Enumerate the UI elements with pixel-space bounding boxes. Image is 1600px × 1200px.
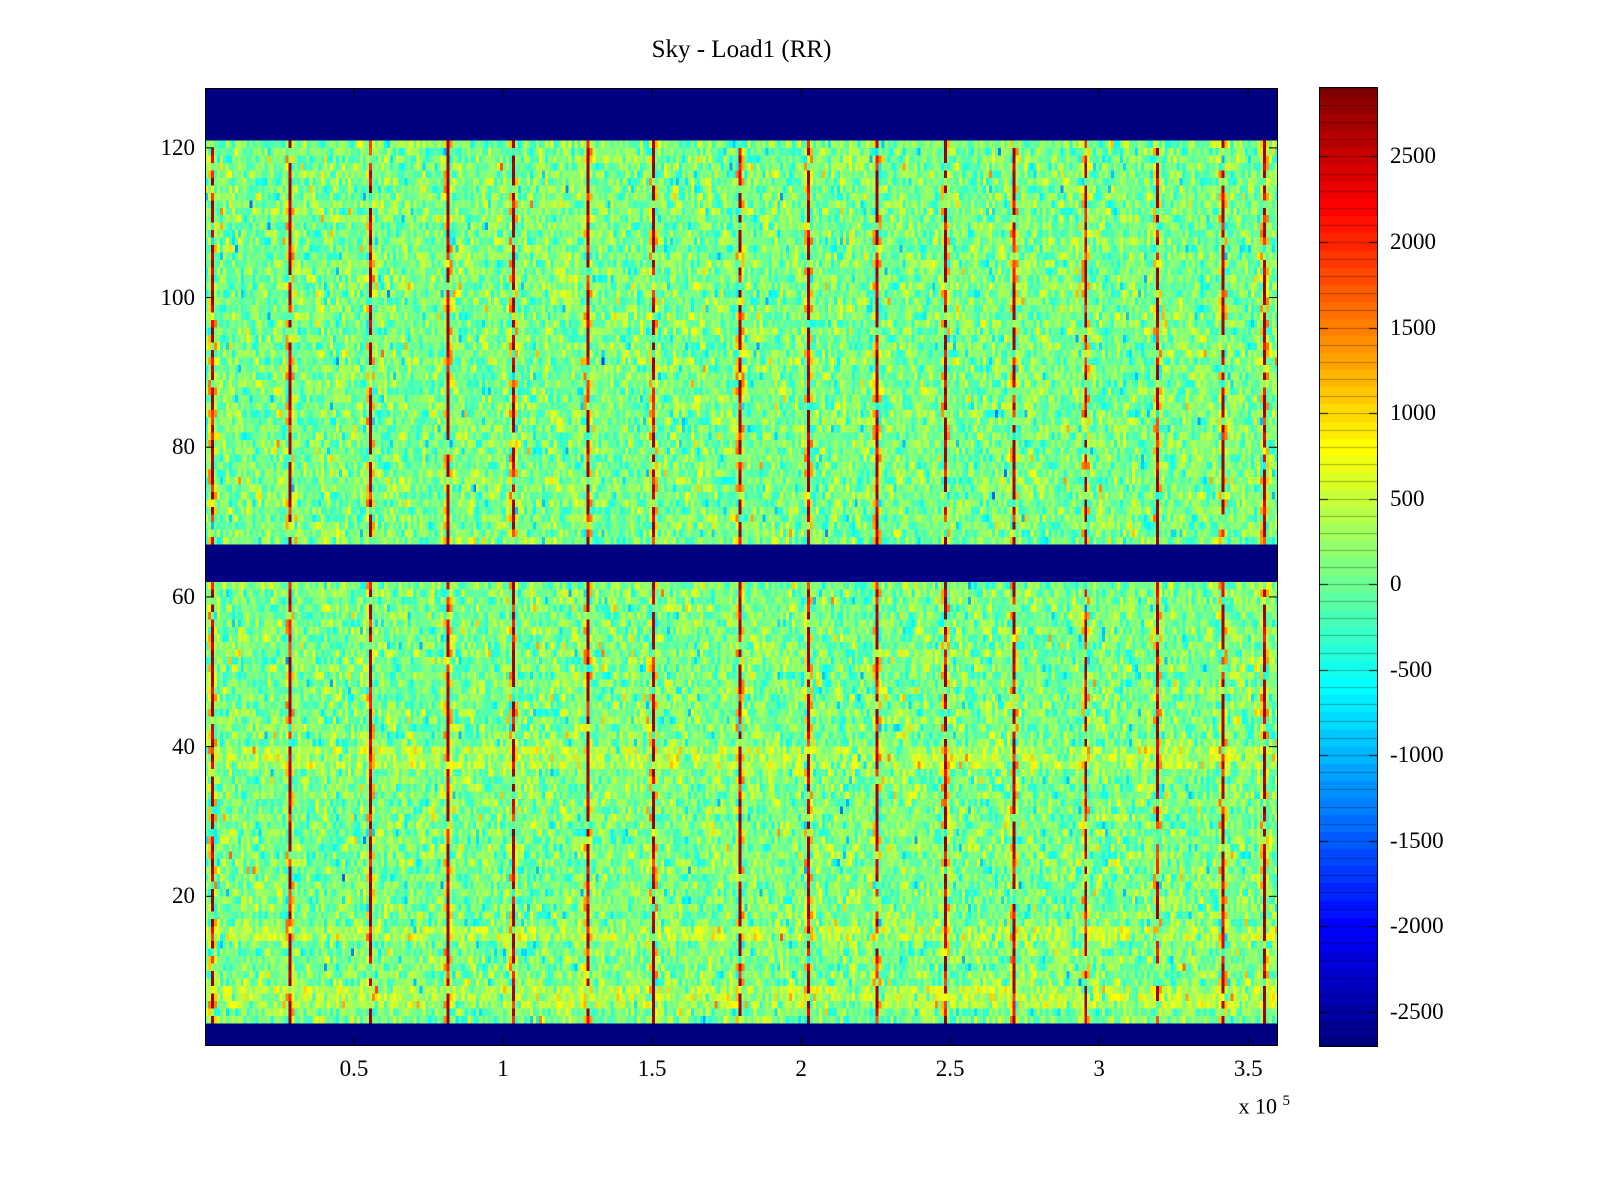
xtick-label: 3 bbox=[1093, 1056, 1105, 1081]
xtick-label: 3.5 bbox=[1233, 1056, 1263, 1081]
xtick-label: 2.5 bbox=[935, 1056, 965, 1081]
xtick-label: 0.5 bbox=[339, 1056, 369, 1081]
colorbar bbox=[1319, 87, 1378, 1047]
chart-title: Sky - Load1 (RR) bbox=[651, 36, 832, 63]
ytick-label: 40 bbox=[172, 733, 195, 759]
cbtick-label: 2500 bbox=[1390, 143, 1436, 169]
ytick-label: 120 bbox=[160, 134, 196, 160]
x-axis-exponent-label: x 10 5 bbox=[1150, 1093, 1291, 1119]
x-axis-exponent-prefix: x 10 bbox=[1238, 1093, 1278, 1119]
cbtick-label: -2000 bbox=[1390, 913, 1444, 939]
x-axis-exponent-value: 5 bbox=[1282, 1093, 1291, 1109]
cbtick-label: 500 bbox=[1390, 485, 1425, 511]
cbtick-label: 0 bbox=[1390, 571, 1402, 597]
cbtick-label: -1000 bbox=[1390, 742, 1444, 768]
xtick-label: 1.5 bbox=[637, 1056, 667, 1081]
cbtick-label: -1500 bbox=[1390, 827, 1444, 853]
cbtick-label: -500 bbox=[1390, 656, 1433, 682]
ytick-label: 80 bbox=[172, 434, 195, 460]
ytick-label: 20 bbox=[172, 883, 195, 909]
ytick-label: 60 bbox=[172, 583, 195, 609]
xtick-label: 2 bbox=[795, 1056, 807, 1081]
cbtick-label: -2500 bbox=[1390, 998, 1444, 1024]
ytick-label: 100 bbox=[160, 284, 196, 310]
cbtick-label: 2000 bbox=[1390, 228, 1436, 254]
colorbar-canvas bbox=[1320, 88, 1377, 1046]
cbtick-label: 1500 bbox=[1390, 314, 1436, 340]
cbtick-label: 1000 bbox=[1390, 400, 1436, 426]
heatmap-canvas bbox=[205, 88, 1278, 1046]
xtick-label: 1 bbox=[497, 1056, 509, 1081]
